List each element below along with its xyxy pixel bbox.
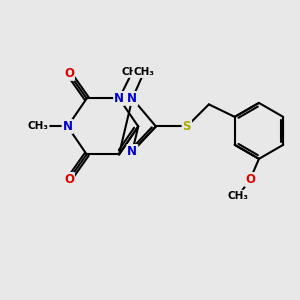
Text: O: O bbox=[245, 173, 255, 186]
Text: N: N bbox=[127, 92, 137, 105]
Text: N: N bbox=[114, 92, 124, 105]
Text: O: O bbox=[64, 173, 74, 186]
Text: S: S bbox=[183, 120, 191, 133]
Text: CH₃: CH₃ bbox=[134, 67, 154, 77]
Text: CH₃: CH₃ bbox=[122, 67, 143, 77]
Text: CH₃: CH₃ bbox=[228, 190, 249, 201]
Text: CH₃: CH₃ bbox=[28, 122, 49, 131]
Text: O: O bbox=[64, 67, 74, 80]
Text: N: N bbox=[127, 145, 137, 158]
Text: N: N bbox=[63, 120, 73, 133]
